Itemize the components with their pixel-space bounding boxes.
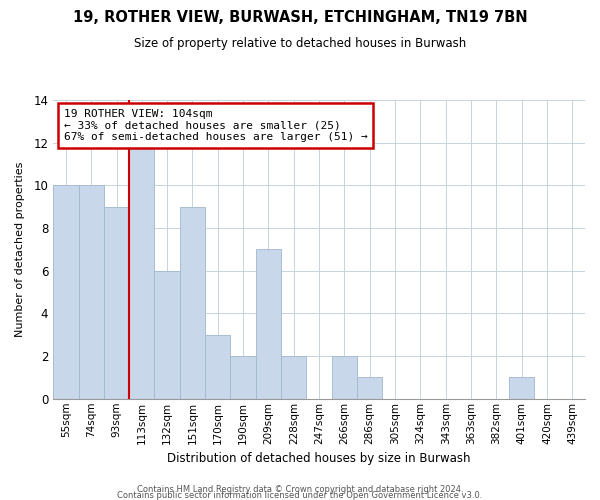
X-axis label: Distribution of detached houses by size in Burwash: Distribution of detached houses by size … xyxy=(167,452,471,465)
Bar xyxy=(205,334,230,399)
Y-axis label: Number of detached properties: Number of detached properties xyxy=(15,162,25,337)
Bar xyxy=(332,356,357,399)
Bar xyxy=(104,206,129,399)
Bar xyxy=(281,356,307,399)
Text: 19 ROTHER VIEW: 104sqm
← 33% of detached houses are smaller (25)
67% of semi-det: 19 ROTHER VIEW: 104sqm ← 33% of detached… xyxy=(64,109,368,142)
Text: Contains public sector information licensed under the Open Government Licence v3: Contains public sector information licen… xyxy=(118,490,482,500)
Bar xyxy=(230,356,256,399)
Bar xyxy=(79,186,104,399)
Bar xyxy=(357,378,382,399)
Text: Contains HM Land Registry data © Crown copyright and database right 2024.: Contains HM Land Registry data © Crown c… xyxy=(137,484,463,494)
Bar xyxy=(53,186,79,399)
Text: 19, ROTHER VIEW, BURWASH, ETCHINGHAM, TN19 7BN: 19, ROTHER VIEW, BURWASH, ETCHINGHAM, TN… xyxy=(73,10,527,25)
Text: Size of property relative to detached houses in Burwash: Size of property relative to detached ho… xyxy=(134,38,466,51)
Bar xyxy=(180,206,205,399)
Bar xyxy=(154,270,180,399)
Bar xyxy=(256,250,281,399)
Bar xyxy=(129,142,154,399)
Bar xyxy=(509,378,535,399)
